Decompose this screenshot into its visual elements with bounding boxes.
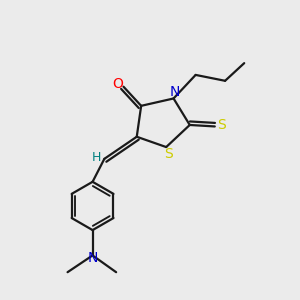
Text: N: N [87,251,98,266]
Text: S: S [164,147,173,161]
Text: S: S [217,118,226,132]
Text: H: H [92,151,101,164]
Text: N: N [170,85,180,99]
Text: O: O [112,77,123,91]
